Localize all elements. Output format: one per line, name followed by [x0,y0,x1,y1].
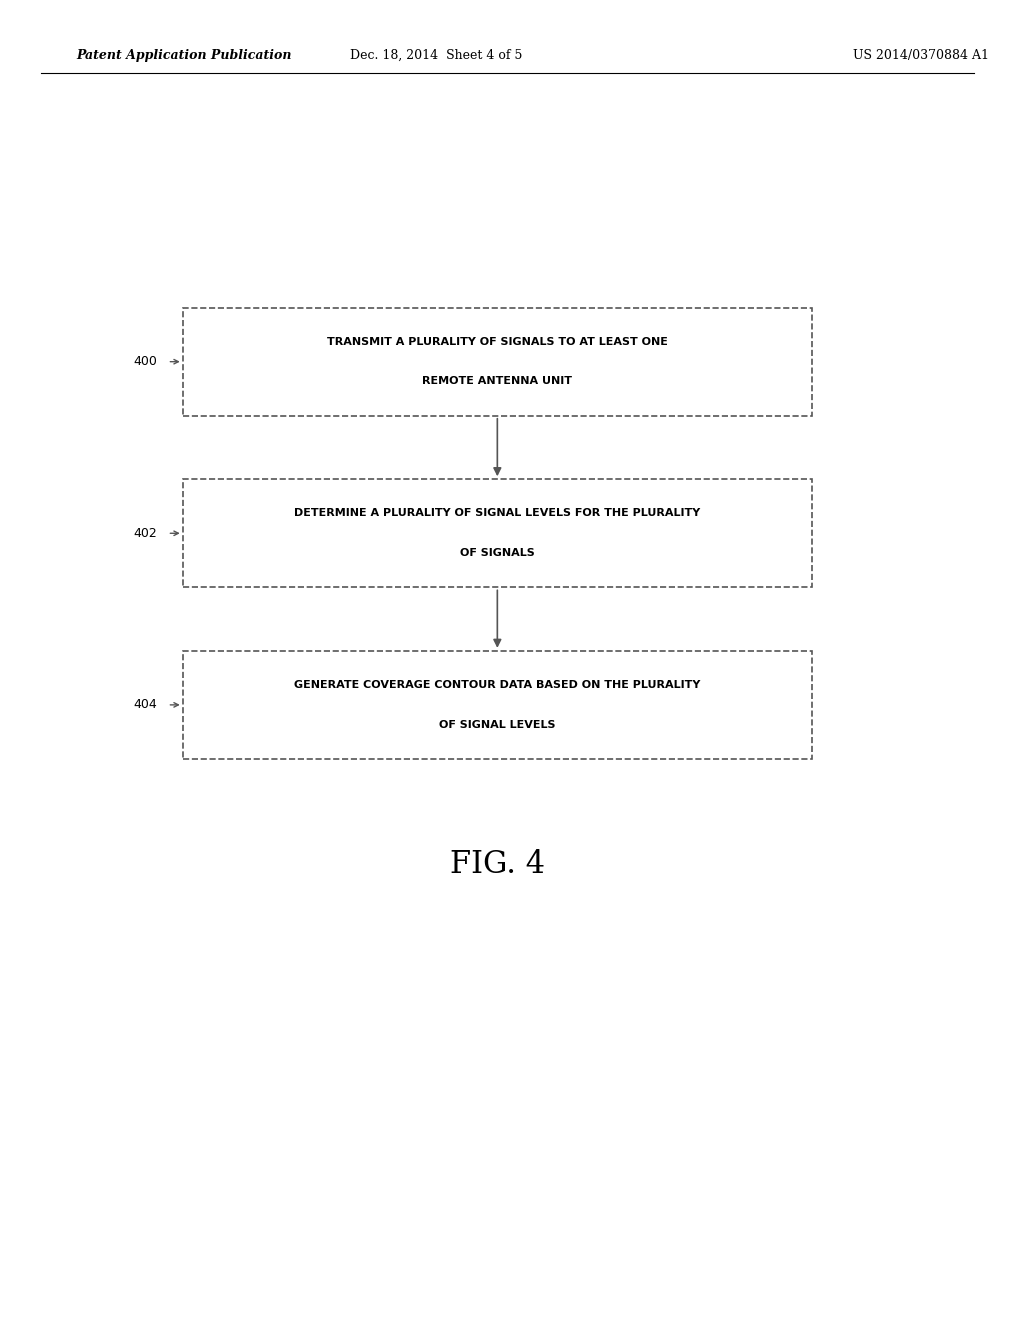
Text: FIG. 4: FIG. 4 [450,849,545,880]
Text: US 2014/0370884 A1: US 2014/0370884 A1 [853,49,988,62]
Text: OF SIGNAL LEVELS: OF SIGNAL LEVELS [439,719,556,730]
Text: 402: 402 [133,527,158,540]
FancyBboxPatch shape [182,308,812,416]
Text: 400: 400 [133,355,158,368]
Text: Dec. 18, 2014  Sheet 4 of 5: Dec. 18, 2014 Sheet 4 of 5 [350,49,522,62]
Text: 404: 404 [133,698,158,711]
Text: REMOTE ANTENNA UNIT: REMOTE ANTENNA UNIT [422,376,572,387]
FancyBboxPatch shape [182,479,812,587]
Text: DETERMINE A PLURALITY OF SIGNAL LEVELS FOR THE PLURALITY: DETERMINE A PLURALITY OF SIGNAL LEVELS F… [294,508,700,519]
FancyBboxPatch shape [182,651,812,759]
Text: GENERATE COVERAGE CONTOUR DATA BASED ON THE PLURALITY: GENERATE COVERAGE CONTOUR DATA BASED ON … [294,680,700,690]
Text: TRANSMIT A PLURALITY OF SIGNALS TO AT LEAST ONE: TRANSMIT A PLURALITY OF SIGNALS TO AT LE… [327,337,668,347]
Text: Patent Application Publication: Patent Application Publication [76,49,292,62]
Text: OF SIGNALS: OF SIGNALS [460,548,535,558]
